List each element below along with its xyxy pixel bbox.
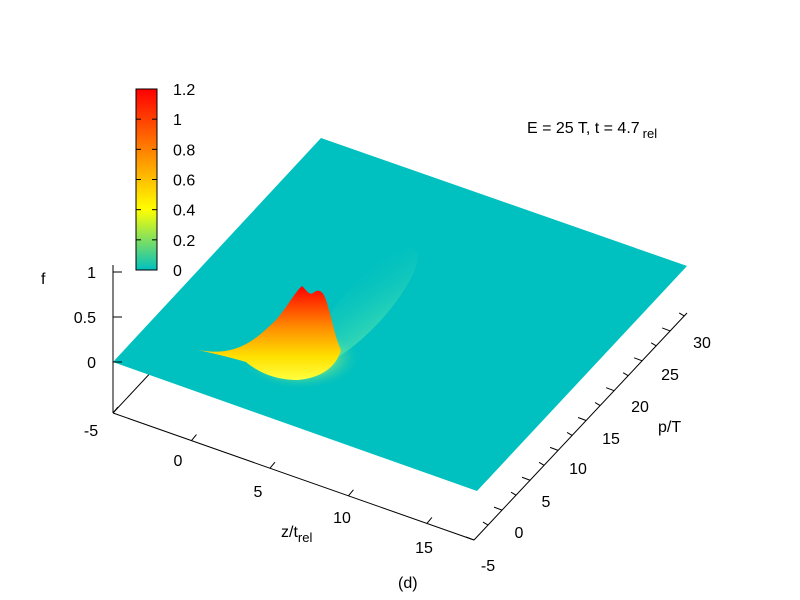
colorbar: 0 0.2 0.4 0.6 0.8 1 1.2 [135,82,195,280]
z-tick-label: 5 [254,484,263,501]
z-tick [191,434,197,441]
colorbar-tick-label: 0.6 [173,173,195,190]
colorbar-tick-label: 0 [173,263,182,280]
colorbar-tick-label: 1.2 [173,82,195,99]
chart-title: E = 25 T, t = 4.7 rel [527,120,657,141]
p-tick [577,417,587,421]
p-tick [521,476,531,481]
z-tick [426,517,433,524]
z-tick [269,461,276,469]
z-tick-label: 0 [174,453,183,470]
colorbar-tick-label: 0.8 [173,142,195,159]
p-axis-line [473,312,688,541]
p-tick-label: -5 [481,558,495,575]
colorbar-tick-label: 1 [173,112,182,129]
f-axis-label: f [41,271,46,288]
p-tick [538,461,545,466]
colorbar-tick-label: 0.2 [173,233,195,250]
z-axis-label: z/trel [281,524,312,545]
p-tick-label: 20 [631,399,649,416]
f-tick-label: 0.5 [74,310,96,327]
f-tick-label: 0 [87,355,96,372]
z-tick [112,406,119,414]
p-tick-label: 10 [569,461,587,478]
f-axis: 00.51 [74,265,122,372]
f-tick-label: 1 [87,265,96,282]
p-axis: -5 0 5 10 15 20 25 30 [465,312,711,575]
p-tick [622,372,629,377]
z-tick-label: 10 [333,510,351,527]
colorbar-tick-label: 0.4 [173,203,195,220]
p-tick-label: 0 [515,525,524,542]
p-tick [650,342,657,347]
z-tick-label: -5 [84,423,98,440]
p-tick [633,357,643,362]
p-tick [678,312,685,317]
p-tick-label: 5 [542,494,551,511]
p-axis-label: p/T [658,419,681,436]
z-tick [348,489,354,497]
floor-left-edge [112,367,156,414]
p-tick [605,387,615,392]
p-tick [510,491,517,496]
p-tick [482,521,489,526]
p-tick [493,506,503,511]
p-tick [465,536,475,541]
p-tick [549,446,559,451]
z-axis: -5 0 5 10 15 [84,406,433,557]
p-tick-label: 30 [693,335,711,352]
z-tick-label: 15 [415,540,433,557]
p-tick-label: 15 [602,431,620,448]
p-tick [662,327,671,332]
z-axis-line [112,412,475,541]
p-tick [566,432,573,436]
peak-surface [190,286,341,380]
surface-plane [113,138,687,491]
panel-label: (d) [398,575,418,592]
p-tick-label: 25 [661,367,679,384]
box-frame [112,265,688,541]
p-tick [594,402,601,407]
